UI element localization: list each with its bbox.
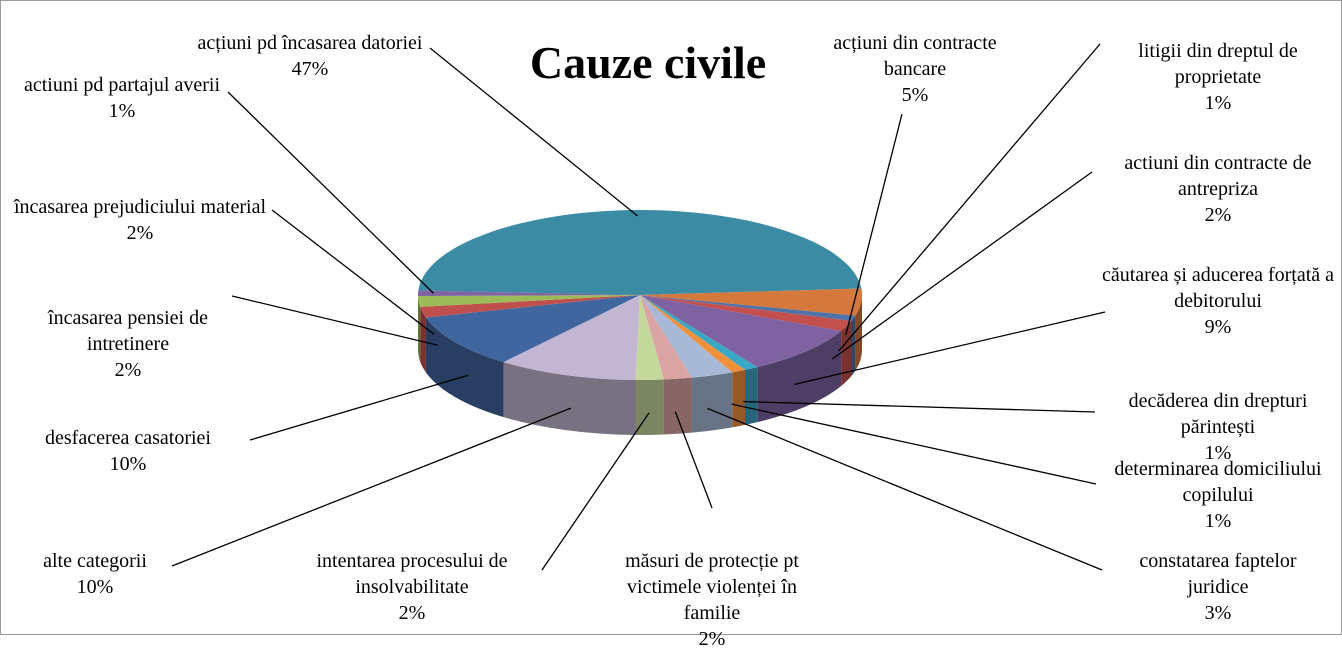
slice-label: litigii din dreptul de proprietate	[1108, 38, 1328, 90]
slice-label: căutarea și aducerea forțată a debitorul…	[1098, 262, 1338, 314]
slice-label: încasarea pensiei de intretinere	[8, 305, 248, 357]
leader-line	[232, 296, 438, 345]
slice-label: determinarea domiciliului copilului	[1098, 456, 1338, 508]
pie-slice-side	[851, 316, 855, 376]
slice-label: încasarea prejudiciului material	[5, 194, 275, 220]
slice-value-label: 1%	[1108, 90, 1328, 116]
slice-value-label: 2%	[1093, 202, 1342, 228]
slice-value-label: 10%	[0, 451, 268, 477]
leader-line	[846, 114, 902, 335]
slice-value-label: 10%	[5, 574, 185, 600]
slice-label: alte categorii	[5, 548, 185, 574]
leader-line	[542, 413, 649, 570]
slice-value-label: 2%	[8, 357, 248, 383]
pie-slice-side	[420, 307, 426, 373]
slice-value-label: 9%	[1098, 314, 1338, 340]
pie-slice-side	[664, 378, 692, 435]
leader-line	[272, 210, 434, 334]
leader-line	[250, 375, 468, 440]
chart-title: Cauze civile	[448, 36, 848, 89]
slice-label: măsuri de protecție pt victimele violenț…	[602, 548, 822, 626]
slice-value-label: 2%	[602, 626, 822, 652]
slice-label: acțiuni din contracte bancare	[820, 30, 1010, 82]
slice-label: decăderea din drepturi părintești	[1098, 388, 1338, 440]
slice-label: desfacerea casatoriei	[0, 425, 268, 451]
slice-value-label: 3%	[1118, 600, 1318, 626]
slice-label: actiuni pd partajul averii	[12, 72, 232, 98]
slice-value-label: 2%	[5, 220, 275, 246]
leader-line	[228, 92, 434, 293]
pie-slice-side	[745, 367, 757, 425]
slice-label: constatarea faptelor juridice	[1118, 548, 1318, 600]
pie-slice-side	[692, 372, 732, 432]
slice-label: actiuni din contracte de antrepriza	[1093, 150, 1342, 202]
slice-value-label: 2%	[287, 600, 537, 626]
pie-slice	[418, 210, 861, 295]
leader-line	[732, 404, 1096, 484]
leader-line	[832, 172, 1092, 359]
slice-value-label: 5%	[820, 82, 1010, 108]
leader-line	[707, 408, 1102, 570]
slice-value-label: 1%	[12, 98, 232, 124]
slice-label: intentarea procesului de insolvabilitate	[287, 548, 537, 600]
slice-label: acțiuni pd încasarea datoriei	[195, 30, 425, 56]
slice-value-label: 1%	[1098, 508, 1338, 534]
